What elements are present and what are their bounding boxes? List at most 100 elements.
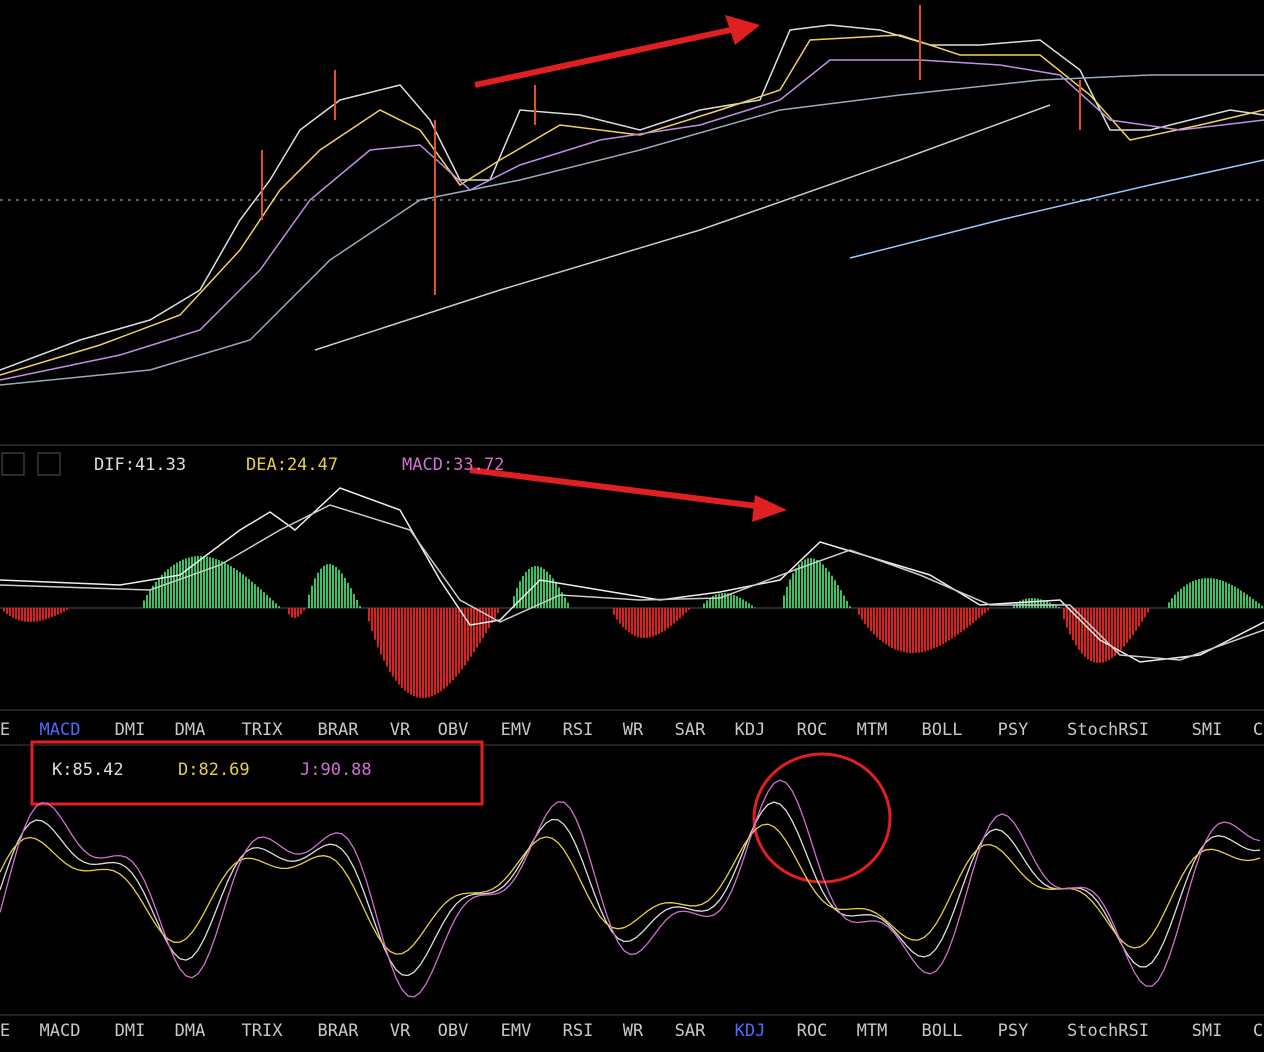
hist-bar (63, 608, 65, 612)
hist-bar (715, 594, 717, 608)
hist-bar (182, 559, 184, 608)
hist-bar (434, 608, 436, 695)
hist-bar (1171, 598, 1173, 608)
indicator-tab[interactable]: ROC (796, 720, 828, 740)
hist-bar (27, 608, 29, 622)
indicator-tab[interactable]: PSY (997, 1021, 1029, 1041)
indicator-tab[interactable]: BOLL (921, 1021, 963, 1041)
hist-bar (927, 608, 929, 651)
hist-bar (978, 608, 980, 619)
indicator-tab[interactable]: KDJ (734, 1021, 766, 1041)
indicator-tab[interactable]: VR (389, 720, 411, 740)
hist-bar (158, 578, 160, 608)
hist-bar (540, 567, 542, 608)
hist-bar (413, 608, 415, 697)
indicator-tab[interactable]: BRAR (317, 720, 359, 740)
hist-bar (3, 608, 5, 612)
hist-bar (263, 592, 265, 608)
hist-bar (209, 557, 211, 608)
indicator-tab[interactable]: TRIX (241, 720, 283, 740)
hist-bar (745, 601, 747, 608)
indicator-tab[interactable]: StochRSI (1067, 1021, 1149, 1041)
hist-bar (48, 608, 50, 619)
hist-bar (801, 561, 803, 608)
hist-bar (885, 608, 887, 645)
hist-bar (341, 573, 343, 608)
indicator-tab[interactable]: BOLL (921, 720, 963, 740)
indicator-tab[interactable]: DMA (174, 720, 206, 740)
hist-bar (311, 585, 313, 608)
indicator-tab[interactable]: SMI (1191, 1021, 1223, 1041)
indicator-tab[interactable]: BRAR (317, 1021, 359, 1041)
kdj-line (0, 779, 1261, 998)
hist-bar (245, 576, 247, 608)
hist-bar (6, 608, 8, 614)
hist-bar (1228, 583, 1230, 608)
indicator-tab[interactable]: SAR (674, 1021, 706, 1041)
indicator-tab[interactable]: OBV (437, 1021, 469, 1041)
indicator-tab[interactable]: EMV (500, 1021, 532, 1041)
hist-bar (1090, 608, 1092, 662)
indicator-tab[interactable]: TRIX (241, 1021, 283, 1041)
hist-bar (522, 575, 524, 608)
hist-bar (188, 557, 190, 608)
indicator-tab[interactable]: WR (622, 1021, 644, 1041)
hist-bar (1249, 596, 1251, 608)
hist-bar (619, 608, 621, 624)
hist-bar (1031, 598, 1033, 608)
indicator-tab[interactable]: DMA (174, 1021, 206, 1041)
indicator-tab[interactable]: MTM (856, 720, 888, 740)
hist-bar (416, 608, 418, 698)
indicator-tab[interactable]: RSI (562, 1021, 594, 1041)
hist-bar (682, 608, 684, 616)
ma-line (0, 74, 1264, 386)
hist-bar (1252, 598, 1254, 608)
hist-bar (473, 608, 475, 653)
hist-bar (1204, 578, 1206, 608)
hist-bar (470, 608, 472, 657)
hist-bar (519, 581, 521, 608)
candles (261, 5, 1081, 295)
hist-bar (721, 593, 723, 608)
hist-bar (449, 608, 451, 684)
indicator-tab[interactable]: RSI (562, 720, 594, 740)
hist-bar (191, 556, 193, 608)
hist-bar (443, 608, 445, 689)
hist-bar (1261, 605, 1263, 608)
indicator-tab[interactable]: WR (622, 720, 644, 740)
hist-bar (164, 571, 166, 608)
indicator-tab[interactable]: E (0, 1021, 11, 1041)
hist-bar (706, 600, 708, 608)
indicator-tab[interactable]: SAR (674, 720, 706, 740)
hist-bar (727, 593, 729, 608)
hist-bar (1138, 608, 1140, 627)
hist-bar (272, 600, 274, 608)
hist-bar (155, 581, 157, 608)
hist-bar (1069, 608, 1071, 635)
indicator-tab[interactable]: C (1252, 720, 1264, 740)
indicator-tab[interactable]: PSY (997, 720, 1029, 740)
indicator-tab[interactable]: DMI (114, 1021, 146, 1041)
hist-bar (476, 608, 478, 648)
indicator-tab[interactable]: OBV (437, 720, 469, 740)
indicator-tab[interactable]: MACD (39, 720, 81, 740)
hist-bar (260, 589, 262, 608)
indicator-tab[interactable]: E (0, 720, 11, 740)
hist-bar (528, 568, 530, 608)
hist-bar (984, 608, 986, 614)
indicator-tab[interactable]: MTM (856, 1021, 888, 1041)
hist-bar (921, 608, 923, 653)
hist-bar (1231, 585, 1233, 608)
indicator-tab[interactable]: DMI (114, 720, 146, 740)
indicator-tab[interactable]: EMV (500, 720, 532, 740)
hist-bar (254, 584, 256, 608)
indicator-tab[interactable]: SMI (1191, 720, 1223, 740)
hist-bar (957, 608, 959, 635)
hist-bar (939, 608, 941, 646)
indicator-tab[interactable]: C (1252, 1021, 1264, 1041)
indicator-tab[interactable]: KDJ (734, 720, 766, 740)
indicator-tab[interactable]: ROC (796, 1021, 828, 1041)
indicator-tab[interactable]: MACD (39, 1021, 81, 1041)
indicator-tab[interactable]: VR (389, 1021, 411, 1041)
indicator-tab[interactable]: StochRSI (1067, 720, 1149, 740)
